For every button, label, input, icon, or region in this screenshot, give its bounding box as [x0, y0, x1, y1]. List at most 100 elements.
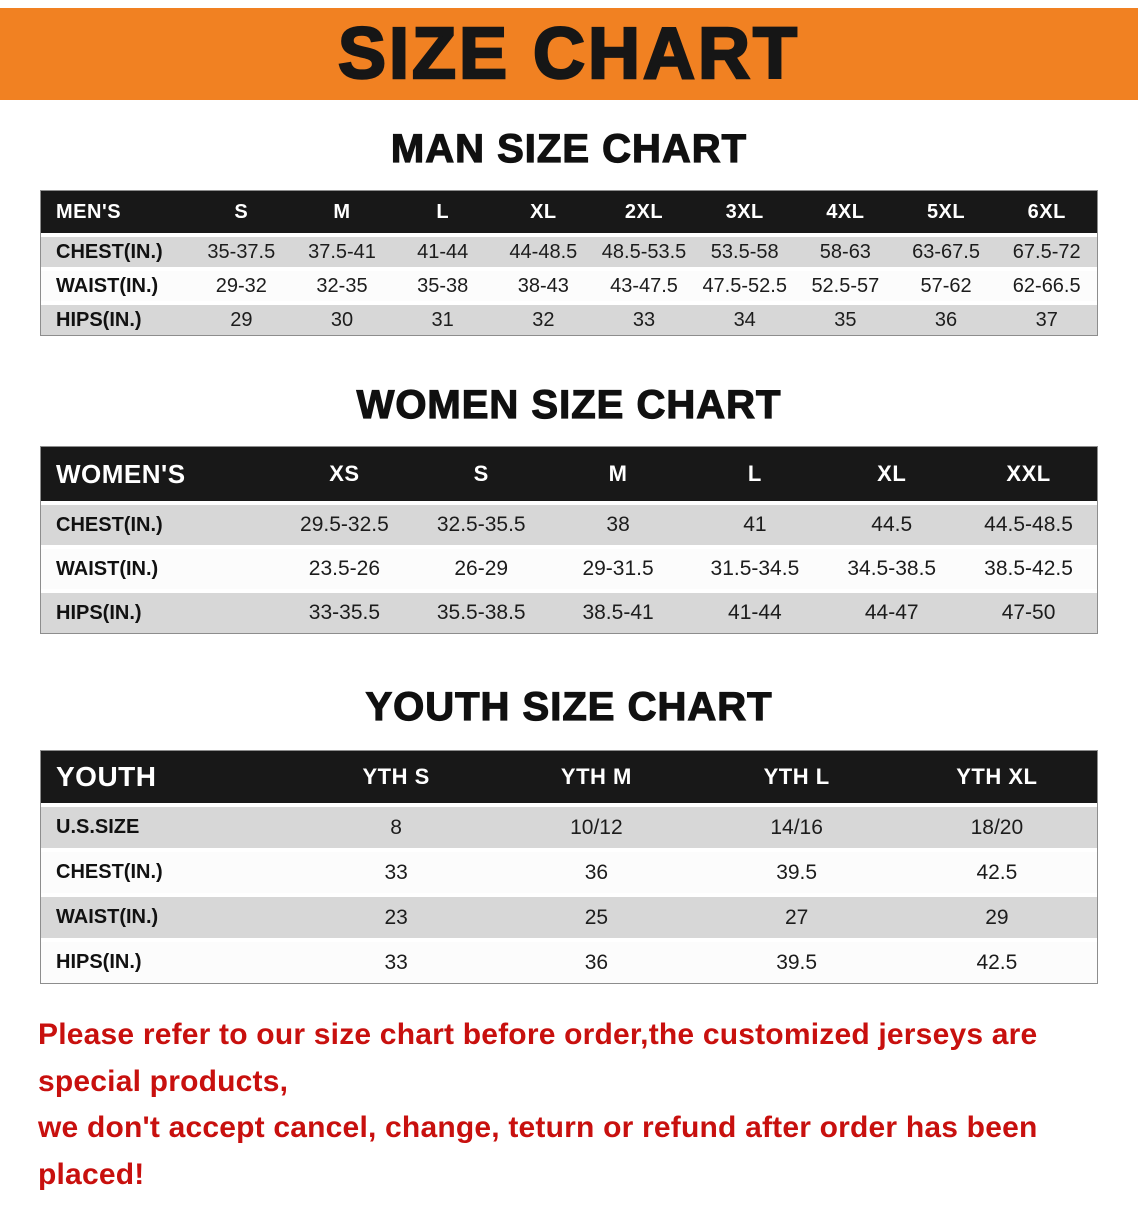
row-label: HIPS(IN.) [56, 308, 142, 331]
value-cell: 29-32 [215, 274, 267, 297]
value-cell: 37.5-41 [308, 240, 376, 263]
value-cell: 35-38 [417, 274, 469, 297]
row-label: CHEST(IN.) [56, 240, 163, 263]
value-cell: 41-44 [417, 240, 469, 263]
page-title: SIZE CHART [337, 14, 800, 94]
women-size-header: XXL [1006, 461, 1051, 486]
value-cell: 25 [584, 905, 609, 929]
women-size-table: WOMEN'S XS S M L XL XXL CHEST(IN.) 29.5-32.5 32.5… [40, 446, 1098, 634]
men-table-header-row: MEN'S S M L XL 2XL 3XL 4XL 5XL 6XL [41, 191, 1097, 233]
value-cell: 23 [384, 905, 408, 929]
youth-size-header: YTH M [560, 764, 632, 789]
value-cell: 29.5-32.5 [300, 513, 389, 536]
women-table-title: WOMEN'S [56, 458, 186, 489]
women-size-header: XL [877, 461, 907, 486]
value-cell: 47.5-52.5 [702, 274, 787, 297]
men-size-header: 6XL [1027, 200, 1066, 223]
section-women: WOMEN SIZE CHART WOMEN'S XS S M L XL XXL CHEST(… [0, 382, 1138, 634]
value-cell: 38.5-42.5 [984, 557, 1073, 580]
men-size-table: MEN'S S M L XL 2XL 3XL 4XL 5XL 6XL CHEST(IN.) 35-37… [40, 190, 1098, 336]
value-cell: 29 [985, 905, 1009, 929]
value-cell: 53.5-58 [710, 240, 779, 263]
value-cell: 42.5 [976, 950, 1018, 974]
value-cell: 29 [230, 308, 253, 331]
value-cell: 14/16 [770, 815, 823, 839]
men-size-header: XL [530, 200, 557, 223]
value-cell: 33 [632, 308, 656, 331]
value-cell: 44-47 [864, 601, 919, 624]
women-size-header: M [608, 461, 628, 486]
youth-row-chestin: CHEST(IN.) 33 36 39.5 42.5 [41, 848, 1097, 893]
value-cell: 36 [934, 308, 958, 331]
women-row-chestin: CHEST(IN.) 29.5-32.5 32.5-35.5 38 41 44.5 44.5… [41, 501, 1097, 545]
women-row-waistin: WAIST(IN.) 23.5-26 26-29 29-31.5 31.5-34.5 34… [41, 545, 1097, 589]
value-cell: 38-43 [517, 274, 569, 297]
value-cell: 62-66.5 [1012, 274, 1081, 297]
value-cell: 39.5 [776, 860, 818, 884]
value-cell: 18/20 [970, 815, 1024, 839]
value-cell: 29-31.5 [582, 557, 654, 580]
value-cell: 35-37.5 [207, 240, 276, 263]
women-row-hipsin: HIPS(IN.) 33-35.5 35.5-38.5 38.5-41 41-44 44-… [41, 589, 1097, 633]
youth-section-heading: YOUTH SIZE CHART [365, 684, 773, 729]
men-table-title: MEN'S [56, 200, 122, 223]
youth-row-hipsin: HIPS(IN.) 33 36 39.5 42.5 [41, 938, 1097, 983]
row-label: CHEST(IN.) [56, 861, 163, 883]
section-youth: YOUTH SIZE CHART YOUTH YTH S YTH M YTH L YTH… [0, 684, 1138, 984]
value-cell: 35 [834, 308, 857, 331]
row-label: WAIST(IN.) [56, 557, 159, 580]
row-label: HIPS(IN.) [56, 601, 142, 624]
men-size-header: 3XL [725, 200, 764, 223]
value-cell: 27 [784, 905, 809, 929]
value-cell: 33 [384, 860, 408, 884]
value-cell: 44.5 [871, 513, 913, 536]
banner: SIZE CHART [0, 8, 1138, 100]
men-row-chestin: CHEST(IN.) 35-37.5 37.5-41 41-44 44-48.5 48.5… [41, 233, 1097, 267]
row-label: HIPS(IN.) [56, 951, 142, 973]
men-size-header: M [333, 200, 351, 223]
youth-table-header-row: YOUTH YTH S YTH M YTH L YTH XL [41, 751, 1097, 803]
men-section-heading: MAN SIZE CHART [390, 126, 748, 171]
value-cell: 30 [330, 308, 354, 331]
value-cell: 41 [743, 513, 767, 536]
value-cell: 38 [606, 513, 630, 536]
value-cell: 37 [1035, 308, 1058, 331]
value-cell: 31 [431, 308, 454, 331]
value-cell: 34.5-38.5 [847, 557, 937, 580]
women-section-heading: WOMEN SIZE CHART [356, 382, 782, 427]
value-cell: 36 [584, 860, 609, 884]
value-cell: 33-35.5 [308, 601, 381, 624]
youth-row-waistin: WAIST(IN.) 23 25 27 29 [41, 893, 1097, 938]
youth-size-header: YTH XL [956, 764, 1038, 789]
men-size-header: 5XL [926, 200, 966, 223]
men-row-hipsin: HIPS(IN.) 29 30 31 32 33 34 35 36 37 [41, 301, 1097, 335]
value-cell: 32 [532, 308, 555, 331]
sections: MAN SIZE CHART MEN'S S M L XL 2XL 3XL 4XL 5XL 6XL… [0, 126, 1138, 984]
women-table-header-row: WOMEN'S XS S M L XL XXL [41, 447, 1097, 501]
value-cell: 43-47.5 [610, 274, 678, 297]
value-cell: 63-67.5 [912, 240, 980, 263]
value-cell: 44-48.5 [509, 240, 578, 263]
value-cell: 35.5-38.5 [436, 601, 526, 624]
women-size-header: S [473, 461, 489, 486]
value-cell: 52.5-57 [811, 274, 880, 297]
men-size-header: S [234, 200, 249, 223]
youth-size-table: YOUTH YTH S YTH M YTH L YTH XL U.S.SIZE 8 10/12… [40, 750, 1098, 984]
men-size-header: 2XL [624, 200, 664, 223]
value-cell: 34 [733, 308, 756, 331]
value-cell: 48.5-53.5 [601, 240, 687, 263]
value-cell: 47-50 [1001, 601, 1056, 624]
value-cell: 39.5 [776, 950, 818, 974]
value-cell: 23.5-26 [308, 557, 381, 580]
value-cell: 32.5-35.5 [436, 513, 526, 536]
youth-row-ussize: U.S.SIZE 8 10/12 14/16 18/20 [41, 803, 1097, 848]
youth-size-header: YTH L [763, 764, 830, 789]
row-label: WAIST(IN.) [56, 274, 159, 297]
value-cell: 36 [584, 950, 609, 974]
row-label: WAIST(IN.) [56, 906, 159, 928]
women-size-header: L [747, 461, 762, 486]
disclaimer-line-2: we don't accept cancel, change, teturn o… [38, 1111, 1038, 1191]
row-label: CHEST(IN.) [56, 513, 163, 536]
section-men: MAN SIZE CHART MEN'S S M L XL 2XL 3XL 4XL 5XL 6XL… [0, 126, 1138, 336]
